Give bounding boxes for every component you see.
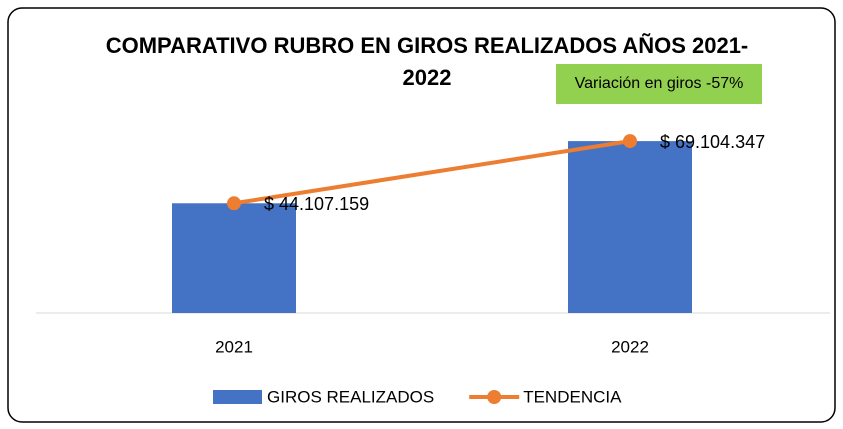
- line-marker: [623, 134, 637, 149]
- legend-label: TENDENCIA: [523, 387, 622, 406]
- annotation-box: [556, 64, 762, 104]
- trend-line: [232, 139, 632, 206]
- data-label: $ 69.104.347: [660, 132, 765, 152]
- legend-marker: [487, 390, 502, 404]
- annotation: Variación en giros -57%: [575, 75, 744, 92]
- data-label: $ 44.107.159: [264, 194, 369, 214]
- x-tick-label: 2021: [215, 337, 253, 356]
- bar: [568, 141, 692, 313]
- legend-label: GIROS REALIZADOS: [267, 387, 434, 406]
- chart-border: [7, 7, 836, 423]
- chart-title: COMPARATIVO RUBRO EN GIROS REALIZADOS AÑ…: [105, 33, 749, 90]
- line-marker: [227, 196, 241, 211]
- legend-swatch: [213, 390, 262, 404]
- bar: [172, 203, 296, 313]
- x-tick-label: 2022: [611, 337, 649, 356]
